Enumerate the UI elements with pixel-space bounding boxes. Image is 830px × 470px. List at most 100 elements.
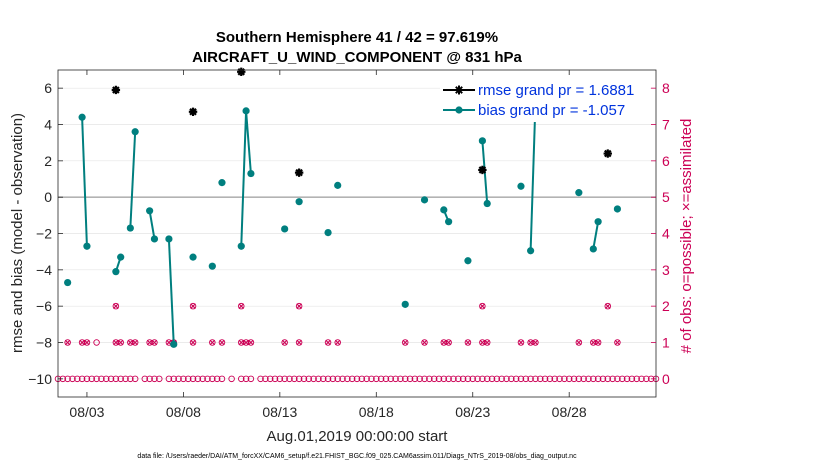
obs-possible-marker (242, 375, 250, 383)
bias-point (401, 300, 409, 308)
obs-possible-marker (189, 302, 197, 310)
obs-possible-marker (599, 375, 607, 383)
obs-assimilated-marker (296, 339, 302, 346)
obs-possible-marker (450, 375, 457, 383)
obs-assimilated-marker (151, 339, 158, 346)
bias-line (148, 210, 156, 240)
obs-possible-marker (209, 339, 216, 346)
obs-possible-marker (430, 375, 438, 383)
obs-possible-marker (213, 375, 221, 383)
bias-point (78, 113, 86, 121)
bias-line (129, 131, 137, 229)
legend-rmse-text: rmse grand pr = 1.6881 (478, 82, 634, 99)
obs-possible-marker (127, 339, 134, 346)
obs-possible-marker (445, 375, 452, 383)
bias-point (165, 235, 173, 243)
obs-assimilated-marker (117, 339, 124, 346)
obs-possible-marker (189, 375, 197, 383)
obs-possible-marker (469, 375, 476, 383)
obs-possible-marker (498, 375, 505, 383)
bias-point (64, 278, 72, 287)
obs-possible-marker (445, 339, 452, 346)
obs-possible-marker (98, 375, 105, 383)
obs-possible-marker (575, 375, 583, 383)
obs-possible-marker (537, 375, 544, 383)
obs-assimilated-marker (84, 339, 90, 346)
x-tick-label: 08/23 (455, 404, 490, 420)
bias-point (464, 257, 472, 265)
obs-assimilated-marker (238, 339, 245, 346)
rmse-point (294, 168, 304, 177)
obs-assimilated-marker (243, 339, 249, 346)
bias-point (189, 253, 197, 261)
x-tick-label: 08/03 (69, 404, 104, 420)
y-tick-label: −10 (28, 371, 52, 387)
bias-point (126, 224, 134, 232)
bias-point (334, 181, 342, 189)
obs-possible-marker (426, 375, 433, 383)
rmse-point (603, 149, 612, 158)
obs-possible-marker (527, 375, 534, 383)
obs-possible-marker (541, 375, 549, 383)
obs-possible-marker (247, 375, 255, 383)
obs-possible-marker (117, 375, 124, 383)
obs-assimilated-marker (325, 339, 331, 346)
series-layer (64, 67, 622, 348)
obs-possible-marker (151, 375, 158, 383)
obs-possible-marker (527, 339, 534, 346)
obs-assimilated-marker (113, 303, 119, 309)
obs-possible-marker (382, 375, 390, 383)
obs-possible-marker (594, 339, 602, 346)
y2-tick-label: 8 (662, 80, 670, 96)
obs-assimilated-marker (64, 339, 71, 346)
y-tick-label: 0 (44, 189, 52, 205)
obs-possible-marker (319, 375, 327, 383)
obs-possible-marker (638, 375, 645, 383)
obs-possible-marker (69, 375, 76, 383)
obs-possible-marker (242, 339, 250, 346)
y2-tick-label: 6 (662, 153, 670, 169)
obs-possible-marker (295, 339, 303, 346)
obs-possible-marker (146, 375, 153, 383)
x-tick-label: 08/18 (359, 404, 394, 420)
obs-possible-marker (271, 375, 279, 383)
obs-possible-marker (377, 375, 385, 383)
obs-possible-marker (532, 339, 539, 346)
obs-possible-marker (508, 375, 515, 383)
obs-possible-marker (305, 375, 313, 383)
bias-point (146, 207, 154, 215)
obs-assimilated-marker (479, 303, 486, 309)
obs-possible-marker (633, 375, 640, 383)
obs-possible-marker (329, 375, 337, 383)
obs-assimilated-marker (402, 339, 409, 346)
obs-possible-marker (421, 375, 428, 383)
obs-possible-marker (503, 375, 510, 383)
obs-possible-marker (348, 375, 356, 383)
obs-possible-marker (623, 375, 631, 383)
obs-possible-marker (512, 375, 520, 383)
bias-point (517, 182, 525, 190)
bias-point (131, 128, 139, 136)
bias-point (589, 245, 597, 253)
obs-possible-marker (295, 302, 303, 310)
bias-point (445, 218, 453, 226)
obs-possible-marker (532, 375, 539, 383)
obs-possible-marker (194, 375, 202, 383)
data-file-footer: data file: /Users/raeder/DAI/ATM_forcXX/… (137, 453, 577, 460)
obs-possible-marker (464, 339, 472, 346)
bias-point (208, 262, 216, 270)
obs-assimilated-marker (79, 339, 85, 346)
x-tick-label: 08/08 (166, 404, 201, 420)
obs-possible-marker (556, 375, 563, 383)
bias-point (324, 228, 332, 237)
y2-tick-label: 0 (662, 371, 670, 387)
y2-axis-label: # of obs: o=possible; ×=assimilated (678, 119, 695, 354)
bias-line (529, 103, 537, 251)
obs-assimilated-marker (238, 303, 245, 309)
obs-possible-marker (199, 375, 206, 383)
obs-possible-marker (112, 302, 120, 310)
bias-point (575, 189, 583, 197)
obs-assimilated-marker (614, 339, 621, 346)
obs-possible-marker (479, 375, 486, 383)
bias-point (420, 196, 429, 204)
